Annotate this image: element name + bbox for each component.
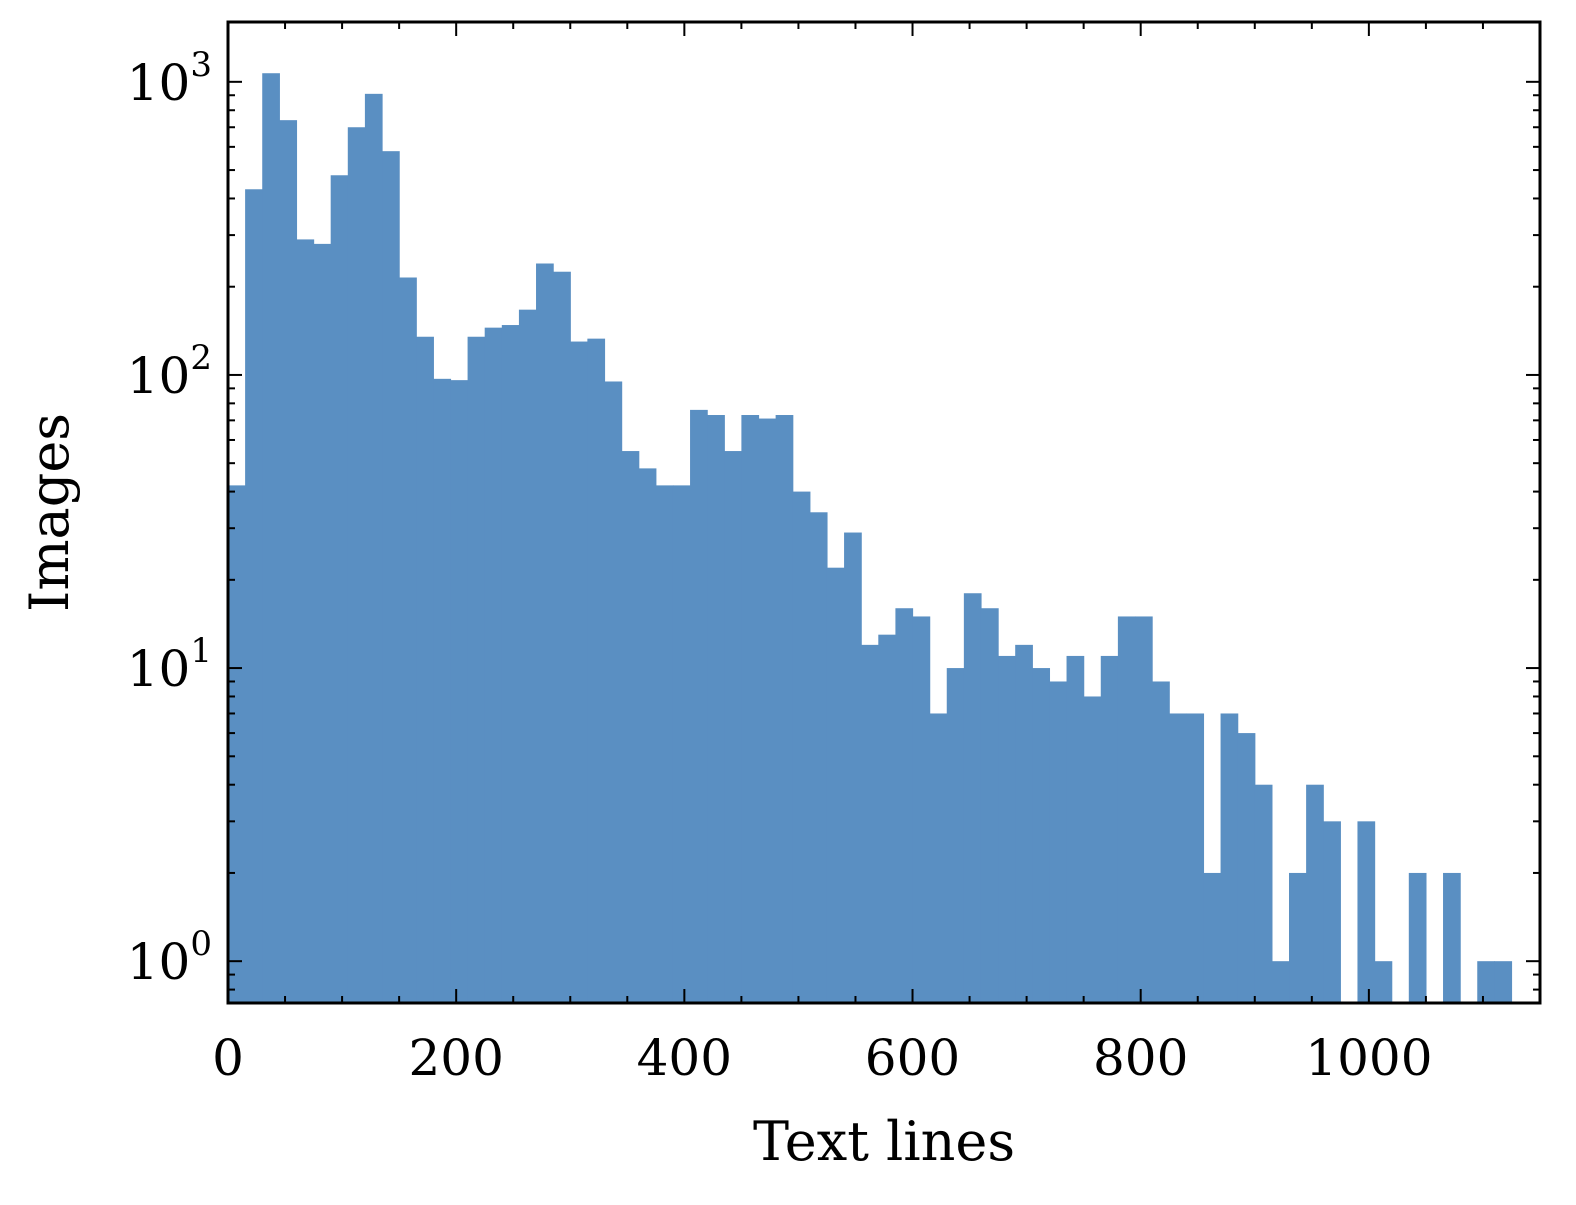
histogram-bar (724, 451, 742, 1003)
y-tick-label: 101 (127, 631, 212, 698)
histogram-bar (450, 380, 469, 1003)
histogram-bar (690, 409, 708, 1003)
histogram-bar (245, 189, 263, 1003)
histogram-bar (1289, 872, 1307, 1003)
histogram-bar (364, 93, 383, 1004)
histogram-bar (1271, 961, 1290, 1003)
histogram-bar (501, 325, 520, 1003)
histogram-bar (1049, 681, 1068, 1003)
histogram-bar (1083, 696, 1102, 1003)
histogram-bar (1306, 784, 1324, 1003)
histogram-bar (1134, 616, 1153, 1003)
x-axis-label: Text lines (753, 1110, 1015, 1173)
histogram-bar (844, 532, 862, 1003)
histogram-bar (553, 271, 571, 1004)
histogram-bar (980, 608, 999, 1003)
histogram-bar (536, 263, 554, 1003)
histogram-bar (347, 127, 366, 1004)
plot-frame (226, 20, 1542, 1005)
histogram-bar (1152, 681, 1170, 1003)
histogram-bars (228, 73, 1513, 1004)
histogram-bar (998, 655, 1016, 1003)
histogram-bar (1323, 821, 1341, 1003)
histogram-bar (1374, 961, 1393, 1003)
histogram-bar (382, 151, 400, 1004)
histogram-bar (416, 336, 434, 1003)
x-tick-labels: 0 200 400 600 800 1000 (212, 1029, 1432, 1087)
histogram-bar (1477, 961, 1495, 1003)
histogram-bar (433, 378, 452, 1004)
histogram-bar (792, 491, 811, 1003)
histogram-bar (621, 451, 640, 1003)
histogram-bar (484, 327, 503, 1003)
histogram-bar (604, 381, 623, 1004)
histogram-bar (330, 175, 349, 1003)
histogram-bar (741, 415, 760, 1003)
histogram-bar (313, 243, 332, 1003)
histogram-bar (399, 277, 417, 1003)
histogram-bar (655, 485, 674, 1003)
histogram-bar (861, 644, 879, 1003)
histogram-bar (467, 336, 486, 1003)
histogram-bar (638, 468, 657, 1003)
histogram-bar (296, 239, 315, 1003)
histogram-bar (912, 616, 931, 1003)
histogram-bar (1220, 713, 1239, 1003)
histogram-bar (878, 634, 897, 1003)
histogram-bar (826, 567, 845, 1003)
histogram-bar (809, 512, 828, 1003)
histogram-bar (228, 485, 246, 1003)
histogram-bar (1237, 733, 1256, 1003)
x-tick-label: 400 (637, 1029, 732, 1087)
histogram-bar (946, 668, 965, 1003)
histogram-bar (1203, 872, 1222, 1003)
histogram-bar (518, 309, 537, 1003)
histogram-bar (929, 713, 948, 1003)
histogram-bar (587, 338, 606, 1003)
x-tick-label: 800 (1093, 1029, 1188, 1087)
histogram-bar (895, 608, 914, 1003)
histogram-bar (707, 415, 725, 1003)
y-tick-labels: 100 101 102 103 (127, 45, 212, 991)
histogram-bar (1443, 872, 1461, 1003)
histogram-bar (1254, 784, 1273, 1003)
x-tick-label: 0 (212, 1029, 244, 1087)
histogram-bar (1117, 616, 1136, 1003)
histogram-bar (1066, 655, 1085, 1003)
histogram-bar (1357, 821, 1376, 1003)
x-tick-label: 1000 (1305, 1029, 1432, 1087)
histogram-bar (1169, 713, 1187, 1003)
histogram-bar (1186, 713, 1205, 1003)
histogram-bar (262, 73, 280, 1004)
x-tick-label: 200 (408, 1029, 503, 1087)
histogram-bar (1100, 655, 1119, 1003)
histogram-bar (758, 418, 777, 1003)
histogram-bar (1494, 961, 1513, 1003)
histogram-bar (775, 415, 794, 1003)
x-tick-label: 600 (865, 1029, 960, 1087)
y-tick-label: 102 (127, 338, 212, 405)
histogram-bar (1408, 872, 1427, 1003)
histogram-bar (279, 120, 298, 1003)
y-tick-label: 100 (127, 924, 212, 991)
histogram-bar (963, 593, 982, 1003)
y-tick-label: 103 (127, 45, 212, 112)
histogram-bar (570, 341, 588, 1003)
histogram-bar (1015, 644, 1033, 1003)
histogram-bar (1032, 668, 1051, 1003)
histogram-bar (672, 485, 691, 1003)
y-axis-label: Images (18, 413, 81, 612)
